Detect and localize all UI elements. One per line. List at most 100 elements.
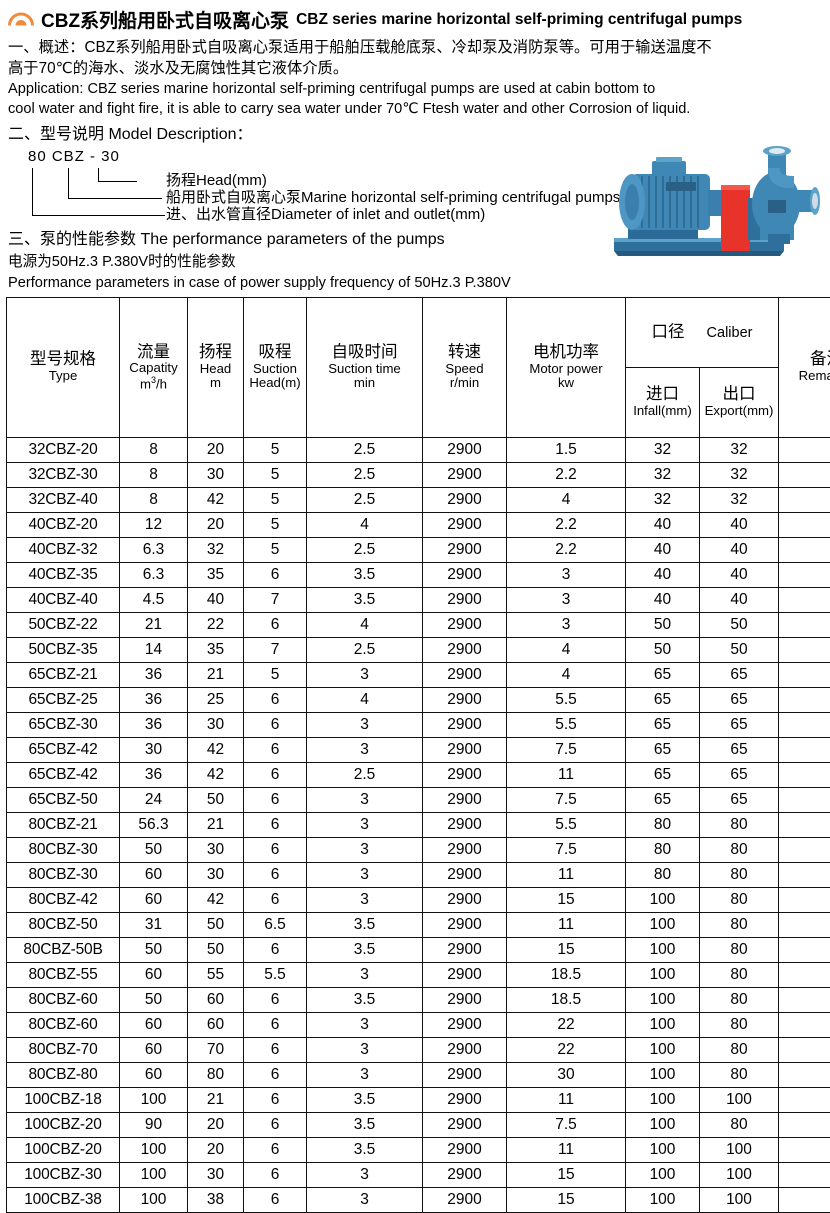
cell-head: 30 <box>188 1163 244 1188</box>
cell-capacity: 31 <box>120 913 188 938</box>
cell-suction-head: 6 <box>244 863 307 888</box>
cell-infall: 100 <box>626 888 700 913</box>
cell-export: 80 <box>700 1113 779 1138</box>
cell-head: 38 <box>188 1188 244 1213</box>
cell-motor-power: 22 <box>507 1038 626 1063</box>
cell-type: 65CBZ-30 <box>7 713 120 738</box>
col-header-speed: 转速 Speed r/min <box>423 298 507 438</box>
cell-motor-power: 22 <box>507 1013 626 1038</box>
cell-suction-head: 6.5 <box>244 913 307 938</box>
cell-motor-power: 18.5 <box>507 988 626 1013</box>
cell-export: 80 <box>700 813 779 838</box>
cell-speed: 2900 <box>423 863 507 888</box>
cell-infall: 80 <box>626 813 700 838</box>
cell-suction-time: 2.5 <box>307 488 423 513</box>
cell-suction-head: 6 <box>244 1013 307 1038</box>
cell-capacity: 36 <box>120 688 188 713</box>
cell-capacity: 4.5 <box>120 588 188 613</box>
cell-motor-power: 2.2 <box>507 538 626 563</box>
cell-suction-time: 3.5 <box>307 1113 423 1138</box>
cell-type: 80CBZ-60 <box>7 1013 120 1038</box>
cell-head: 21 <box>188 813 244 838</box>
cell-capacity: 14 <box>120 638 188 663</box>
cell-type: 100CBZ-18 <box>7 1088 120 1113</box>
cell-suction-time: 2.5 <box>307 463 423 488</box>
cell-export: 65 <box>700 688 779 713</box>
application-en-line1: Application: CBZ series marine horizonta… <box>8 79 822 99</box>
cell-capacity: 24 <box>120 788 188 813</box>
cell-remarks <box>779 963 830 988</box>
overview-cn-line2: 高于70℃的海水、淡水及无腐蚀性其它液体介质。 <box>8 59 822 80</box>
cell-export: 65 <box>700 763 779 788</box>
cell-export: 40 <box>700 513 779 538</box>
cell-motor-power: 3 <box>507 613 626 638</box>
cell-head: 30 <box>188 838 244 863</box>
performance-note-en: Performance parameters in case of power … <box>0 272 830 293</box>
col-header-suction-head: 吸程 Suction Head(m) <box>244 298 307 438</box>
table-header-row-1: 型号规格 Type 流量 Capatity m3/h 扬程 Head m 吸程 … <box>7 298 830 368</box>
cell-capacity: 60 <box>120 1038 188 1063</box>
cell-suction-head: 6 <box>244 1063 307 1088</box>
cell-remarks <box>779 438 830 463</box>
cell-speed: 2900 <box>423 938 507 963</box>
cell-remarks <box>779 1188 830 1213</box>
cell-export: 40 <box>700 563 779 588</box>
cell-type: 50CBZ-35 <box>7 638 120 663</box>
orange-arc-logo-icon <box>8 11 34 28</box>
cell-remarks <box>779 663 830 688</box>
cell-infall: 32 <box>626 488 700 513</box>
cell-motor-power: 11 <box>507 1088 626 1113</box>
cell-head: 35 <box>188 563 244 588</box>
cell-motor-power: 2.2 <box>507 513 626 538</box>
cell-infall: 40 <box>626 588 700 613</box>
cell-export: 80 <box>700 913 779 938</box>
page-title-cn: CBZ系列船用卧式自吸离心泵 <box>41 6 289 33</box>
cell-speed: 2900 <box>423 838 507 863</box>
cell-export: 65 <box>700 713 779 738</box>
cell-head: 42 <box>188 738 244 763</box>
cell-infall: 65 <box>626 788 700 813</box>
cell-type: 65CBZ-21 <box>7 663 120 688</box>
cell-suction-head: 6 <box>244 738 307 763</box>
cell-motor-power: 7.5 <box>507 1113 626 1138</box>
cell-infall: 65 <box>626 688 700 713</box>
cell-suction-time: 3.5 <box>307 563 423 588</box>
cell-capacity: 8 <box>120 438 188 463</box>
cell-motor-power: 5.5 <box>507 713 626 738</box>
cell-export: 32 <box>700 463 779 488</box>
cell-speed: 2900 <box>423 813 507 838</box>
cell-motor-power: 7.5 <box>507 838 626 863</box>
cell-head: 70 <box>188 1038 244 1063</box>
cell-suction-time: 4 <box>307 513 423 538</box>
cell-export: 100 <box>700 1188 779 1213</box>
cell-capacity: 50 <box>120 838 188 863</box>
cell-export: 80 <box>700 838 779 863</box>
cell-capacity: 30 <box>120 738 188 763</box>
cell-head: 20 <box>188 513 244 538</box>
cell-motor-power: 15 <box>507 938 626 963</box>
cell-suction-time: 3.5 <box>307 938 423 963</box>
cell-export: 80 <box>700 888 779 913</box>
cell-motor-power: 4 <box>507 663 626 688</box>
cell-export: 80 <box>700 988 779 1013</box>
cell-speed: 2900 <box>423 888 507 913</box>
col-header-motor-power: 电机功率 Motor power kw <box>507 298 626 438</box>
cell-motor-power: 15 <box>507 1163 626 1188</box>
cell-capacity: 6.3 <box>120 538 188 563</box>
cell-remarks <box>779 888 830 913</box>
cell-speed: 2900 <box>423 1138 507 1163</box>
cell-head: 50 <box>188 788 244 813</box>
cell-export: 80 <box>700 963 779 988</box>
cell-remarks <box>779 788 830 813</box>
cell-head: 42 <box>188 888 244 913</box>
model-label-pump-type: 船用卧式自吸离心泵Marine horizontal self-priming … <box>166 190 620 206</box>
